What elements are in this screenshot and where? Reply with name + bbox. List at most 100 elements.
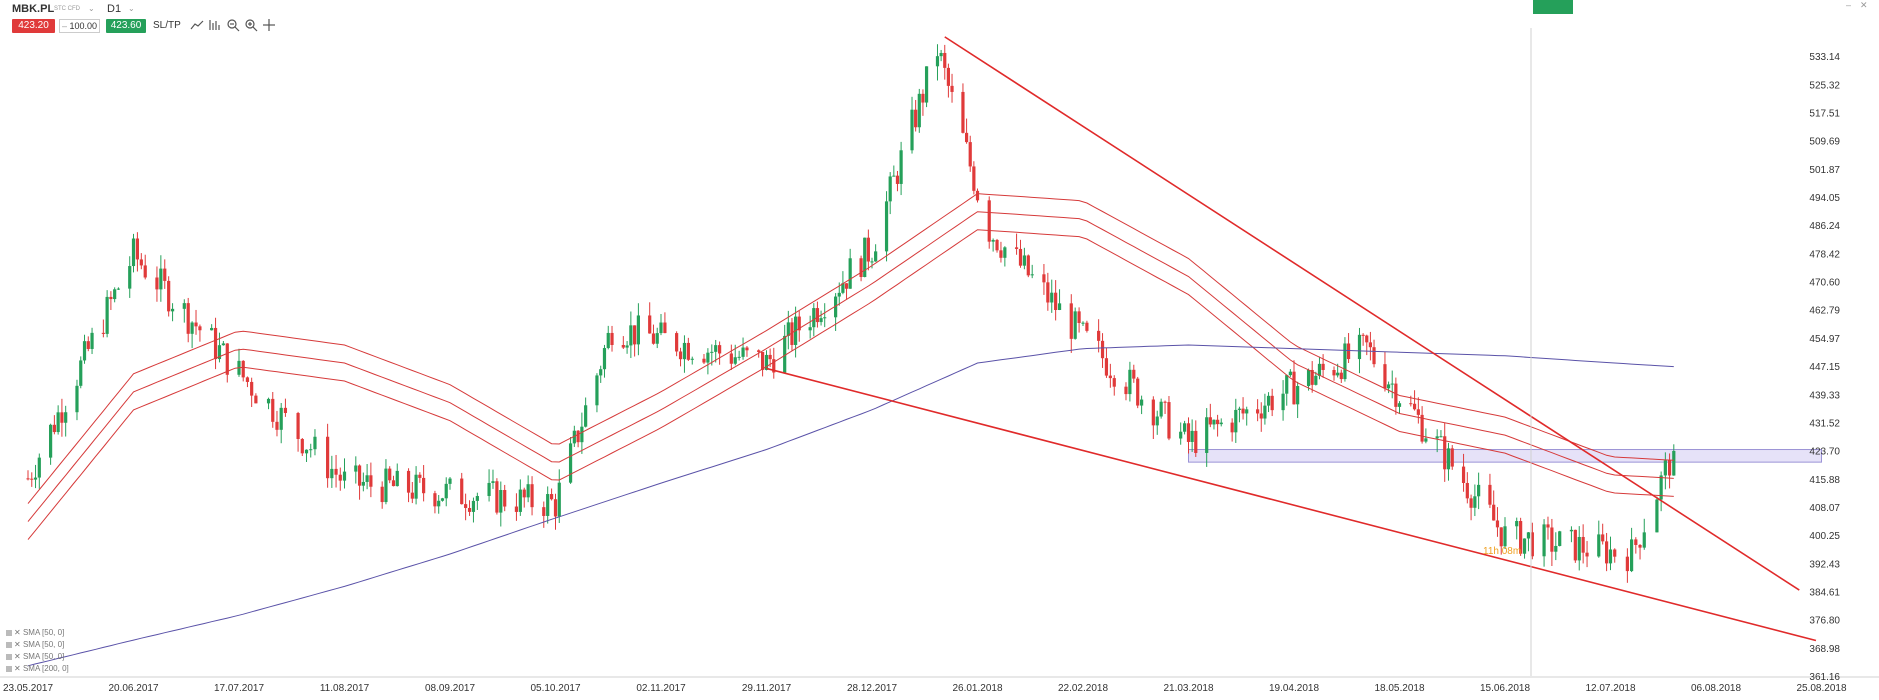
candle-body xyxy=(1569,529,1574,532)
candle-body xyxy=(167,280,171,312)
candle-body xyxy=(495,481,499,513)
x-tick-label: 23.05.2017 xyxy=(3,683,53,694)
candle-body xyxy=(414,474,418,499)
sma-50-line[interactable] xyxy=(27,193,1674,504)
candle-body xyxy=(354,465,358,472)
y-tick-label: 470.60 xyxy=(1809,278,1840,289)
candle-body xyxy=(1488,484,1492,505)
candle-body xyxy=(1256,409,1260,414)
chevron-down-icon[interactable]: ⌄ xyxy=(88,4,95,13)
volume-input[interactable]: –100.00 xyxy=(59,19,100,33)
candle-body xyxy=(733,357,737,364)
candle-body xyxy=(1336,372,1340,376)
candle-body xyxy=(1667,460,1672,476)
candle-body xyxy=(514,506,519,512)
candle-body xyxy=(1155,416,1159,426)
eye-icon[interactable] xyxy=(6,641,12,648)
candle-body xyxy=(1465,482,1469,499)
legend-item[interactable]: ✕ SMA [200, 0] xyxy=(6,664,69,673)
candle-body xyxy=(1205,417,1209,453)
crosshair-icon[interactable] xyxy=(262,18,276,32)
sma-50-line[interactable] xyxy=(27,229,1674,540)
trendline[interactable] xyxy=(766,367,1817,642)
candle-body xyxy=(1194,430,1198,453)
x-tick-label: 28.12.2017 xyxy=(847,683,897,694)
symbol-name[interactable]: MBK.PL xyxy=(12,3,55,15)
candle-body xyxy=(1263,405,1267,419)
legend-item[interactable]: ✕ SMA [50, 0] xyxy=(6,652,64,661)
sell-button[interactable]: 423.20 xyxy=(12,19,55,33)
candle-body xyxy=(1642,532,1646,548)
candle-body xyxy=(899,150,903,184)
support-zone[interactable] xyxy=(1188,449,1822,463)
sma-200-line[interactable] xyxy=(27,344,1674,667)
indicators-icon[interactable] xyxy=(208,18,222,32)
line-chart-icon[interactable] xyxy=(190,18,204,32)
candle-body xyxy=(1526,532,1531,539)
minimize-icon[interactable]: – xyxy=(1846,0,1852,10)
chevron-down-icon[interactable]: ⌄ xyxy=(128,4,135,13)
close-icon[interactable]: ✕ xyxy=(1860,0,1868,10)
candle-body xyxy=(1332,369,1336,376)
candle-body xyxy=(1522,538,1527,554)
candle-body xyxy=(1317,363,1322,376)
sma-50-line[interactable] xyxy=(27,211,1674,522)
buy-button[interactable]: 423.60 xyxy=(106,19,146,33)
candle-body xyxy=(1077,311,1081,323)
legend-item[interactable]: ✕ SMA [50, 0] xyxy=(6,628,64,637)
eye-icon[interactable] xyxy=(6,629,12,636)
candle-body xyxy=(621,345,625,348)
candle-body xyxy=(874,251,878,262)
candle-body xyxy=(1630,539,1634,572)
candle-body xyxy=(1503,526,1507,547)
candle-body xyxy=(1634,539,1638,545)
candle-body xyxy=(1546,524,1550,528)
candle-body xyxy=(1613,549,1617,557)
zoom-out-icon[interactable] xyxy=(226,18,240,32)
y-tick-label: 462.79 xyxy=(1809,306,1840,317)
candle-body xyxy=(797,316,801,331)
candle-body xyxy=(198,326,202,331)
candle-body xyxy=(342,471,347,481)
candle-body xyxy=(1216,419,1220,425)
sltp-button[interactable]: SL/TP xyxy=(153,20,181,31)
candle-body xyxy=(1266,395,1271,406)
candle-body xyxy=(1163,401,1167,403)
candle-body xyxy=(710,351,714,353)
candle-body xyxy=(1346,343,1351,360)
minus-icon[interactable]: – xyxy=(62,21,68,31)
candle-body xyxy=(636,315,640,345)
candle-body xyxy=(557,482,561,517)
candle-body xyxy=(330,468,334,479)
candle-body xyxy=(675,333,679,352)
candle-body xyxy=(49,424,53,458)
candle-body xyxy=(79,360,83,386)
y-tick-label: 423.70 xyxy=(1809,447,1840,458)
candle-body xyxy=(1314,375,1318,385)
candle-body xyxy=(444,483,448,499)
candle-body xyxy=(1046,282,1050,303)
zoom-in-icon[interactable] xyxy=(244,18,258,32)
candle-body xyxy=(334,468,338,475)
candle-body xyxy=(271,398,275,422)
candle-body xyxy=(815,308,820,323)
candle-body xyxy=(602,348,607,370)
candle-body xyxy=(568,443,573,483)
candle-body xyxy=(964,132,969,143)
candle-body xyxy=(1530,532,1534,557)
timeframe-selector[interactable]: D1 xyxy=(107,3,122,15)
eye-icon[interactable] xyxy=(6,653,12,660)
eye-icon[interactable] xyxy=(6,665,12,672)
candle-body xyxy=(210,327,214,331)
candle-body xyxy=(266,398,271,404)
candle-body xyxy=(572,430,576,444)
legend-item[interactable]: ✕ SMA [50, 0] xyxy=(6,640,64,649)
candle-body xyxy=(1237,408,1242,410)
candle-body xyxy=(1054,292,1058,310)
candle-body xyxy=(1477,484,1481,497)
candle-body xyxy=(440,498,445,501)
candle-body xyxy=(1581,536,1585,553)
candle-body xyxy=(1132,369,1136,379)
trendline[interactable] xyxy=(944,36,1800,591)
